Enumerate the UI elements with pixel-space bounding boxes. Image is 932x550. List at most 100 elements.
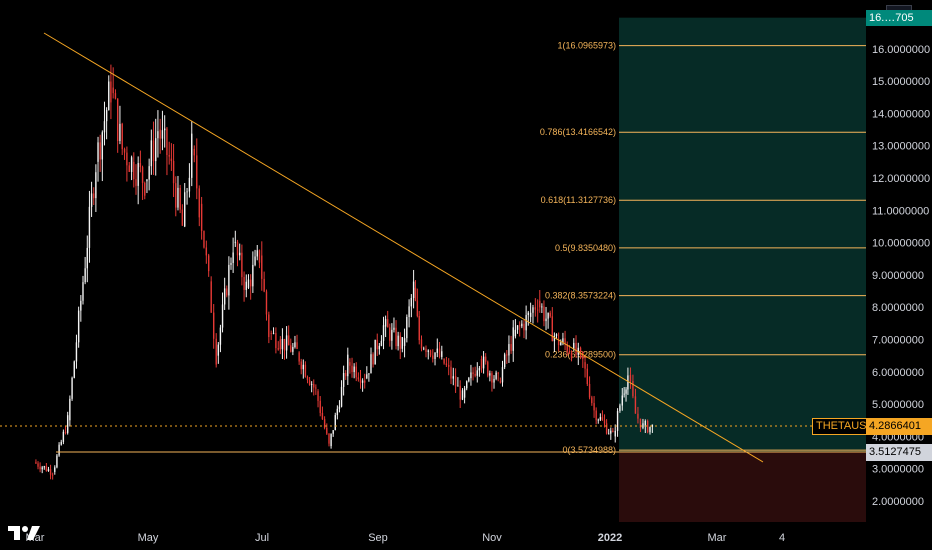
candle-body [555,334,558,336]
target-zone [619,17,866,453]
candle-body [84,268,86,283]
candle-body [338,406,341,409]
candle-body [649,426,651,433]
candle-body [384,319,387,327]
candle-body [482,356,485,369]
candle-body [463,388,466,398]
candle-body [47,469,50,472]
candle-body [525,315,527,331]
candle-body [366,374,368,379]
candle-body [586,368,589,384]
price-tick-label: 13.0000000 [872,141,930,153]
candle-body [461,390,464,400]
candle-body [466,381,468,389]
candle-body [101,132,104,160]
candle-body [627,375,629,390]
candle-body [423,348,425,350]
price-tick-label: 5.0000000 [872,399,924,411]
candle-body [434,352,436,359]
fib-label: 0.618(11.3127736) [541,195,616,205]
candle-body [432,355,434,359]
candle-body [584,362,586,369]
tradingview-logo[interactable] [6,522,50,544]
candle-body [549,312,551,317]
candle-body [568,351,571,353]
candle-body [263,278,265,292]
candle-body [114,93,117,99]
candle-body [313,384,315,388]
candle-body [75,342,78,362]
candle-body [412,281,415,298]
time-axis[interactable]: Mar May Jul Sep Nov 2022 Mar 4 [26,532,786,544]
price-tick-label: 3.0000000 [872,464,924,476]
candle-body [177,187,179,208]
candle-body [258,250,261,263]
candle-body [518,325,521,327]
candle-body [476,370,478,376]
candle-body [562,338,564,343]
candle-body [193,148,195,156]
candle-body [651,424,654,427]
candle-body [268,314,270,338]
candle-body [232,252,234,263]
candle-body [560,342,562,346]
candle-body [245,281,247,290]
candle-body [277,348,279,350]
candle-body [184,192,186,227]
candle-body [241,252,243,278]
candle-body [212,312,215,339]
candle-body [37,463,39,467]
candle-body [54,467,56,472]
candle-body [95,172,97,199]
descending-trendline [43,32,764,463]
candle-body [121,123,123,150]
candle-body [639,418,642,428]
candle-body [71,377,73,399]
candle-body [247,279,250,288]
candle-body [474,373,476,376]
fib-label: 0.5(9.8350480) [555,243,616,253]
candle-body [406,317,408,339]
candle-body [272,332,275,334]
candle-body [296,342,298,349]
candle-body [66,415,69,433]
price-tick-label: 12.0000000 [872,173,930,185]
candle-body [166,128,168,156]
candle-body [573,342,575,350]
candle-body [457,385,459,387]
candle-body [97,142,99,162]
candle-body [332,430,334,434]
candle-body [170,158,173,162]
candle-body [564,338,566,345]
candle-body [619,405,621,412]
price-candles [35,64,654,480]
trend-overlays [0,32,866,463]
candle-body [82,282,84,301]
fib-label: 0.786(13.4166542) [540,127,616,137]
candle-body [374,339,376,365]
candle-body [168,155,170,157]
candle-body [410,297,413,307]
candle-body [315,387,317,389]
candle-body [90,193,93,207]
candle-body [484,356,487,362]
candle-body [198,188,200,218]
price-tick-label: 9.0000000 [872,270,924,282]
candle-body [146,179,148,182]
candle-body [186,191,188,193]
candle-body [579,347,582,352]
candle-body [436,348,438,353]
candle-body [219,327,222,345]
candle-body [215,338,217,365]
price-axis[interactable]: 16.0000000 15.0000000 14.0000000 13.0000000… [872,44,930,508]
candle-body [566,344,568,352]
candle-body [438,348,441,357]
candle-body [88,206,91,248]
candle-body [532,307,534,313]
time-tick-label: Nov [482,532,502,544]
candle-body [256,250,258,257]
candle-body [599,417,602,420]
candle-body [203,230,205,248]
candle-body [364,380,366,383]
